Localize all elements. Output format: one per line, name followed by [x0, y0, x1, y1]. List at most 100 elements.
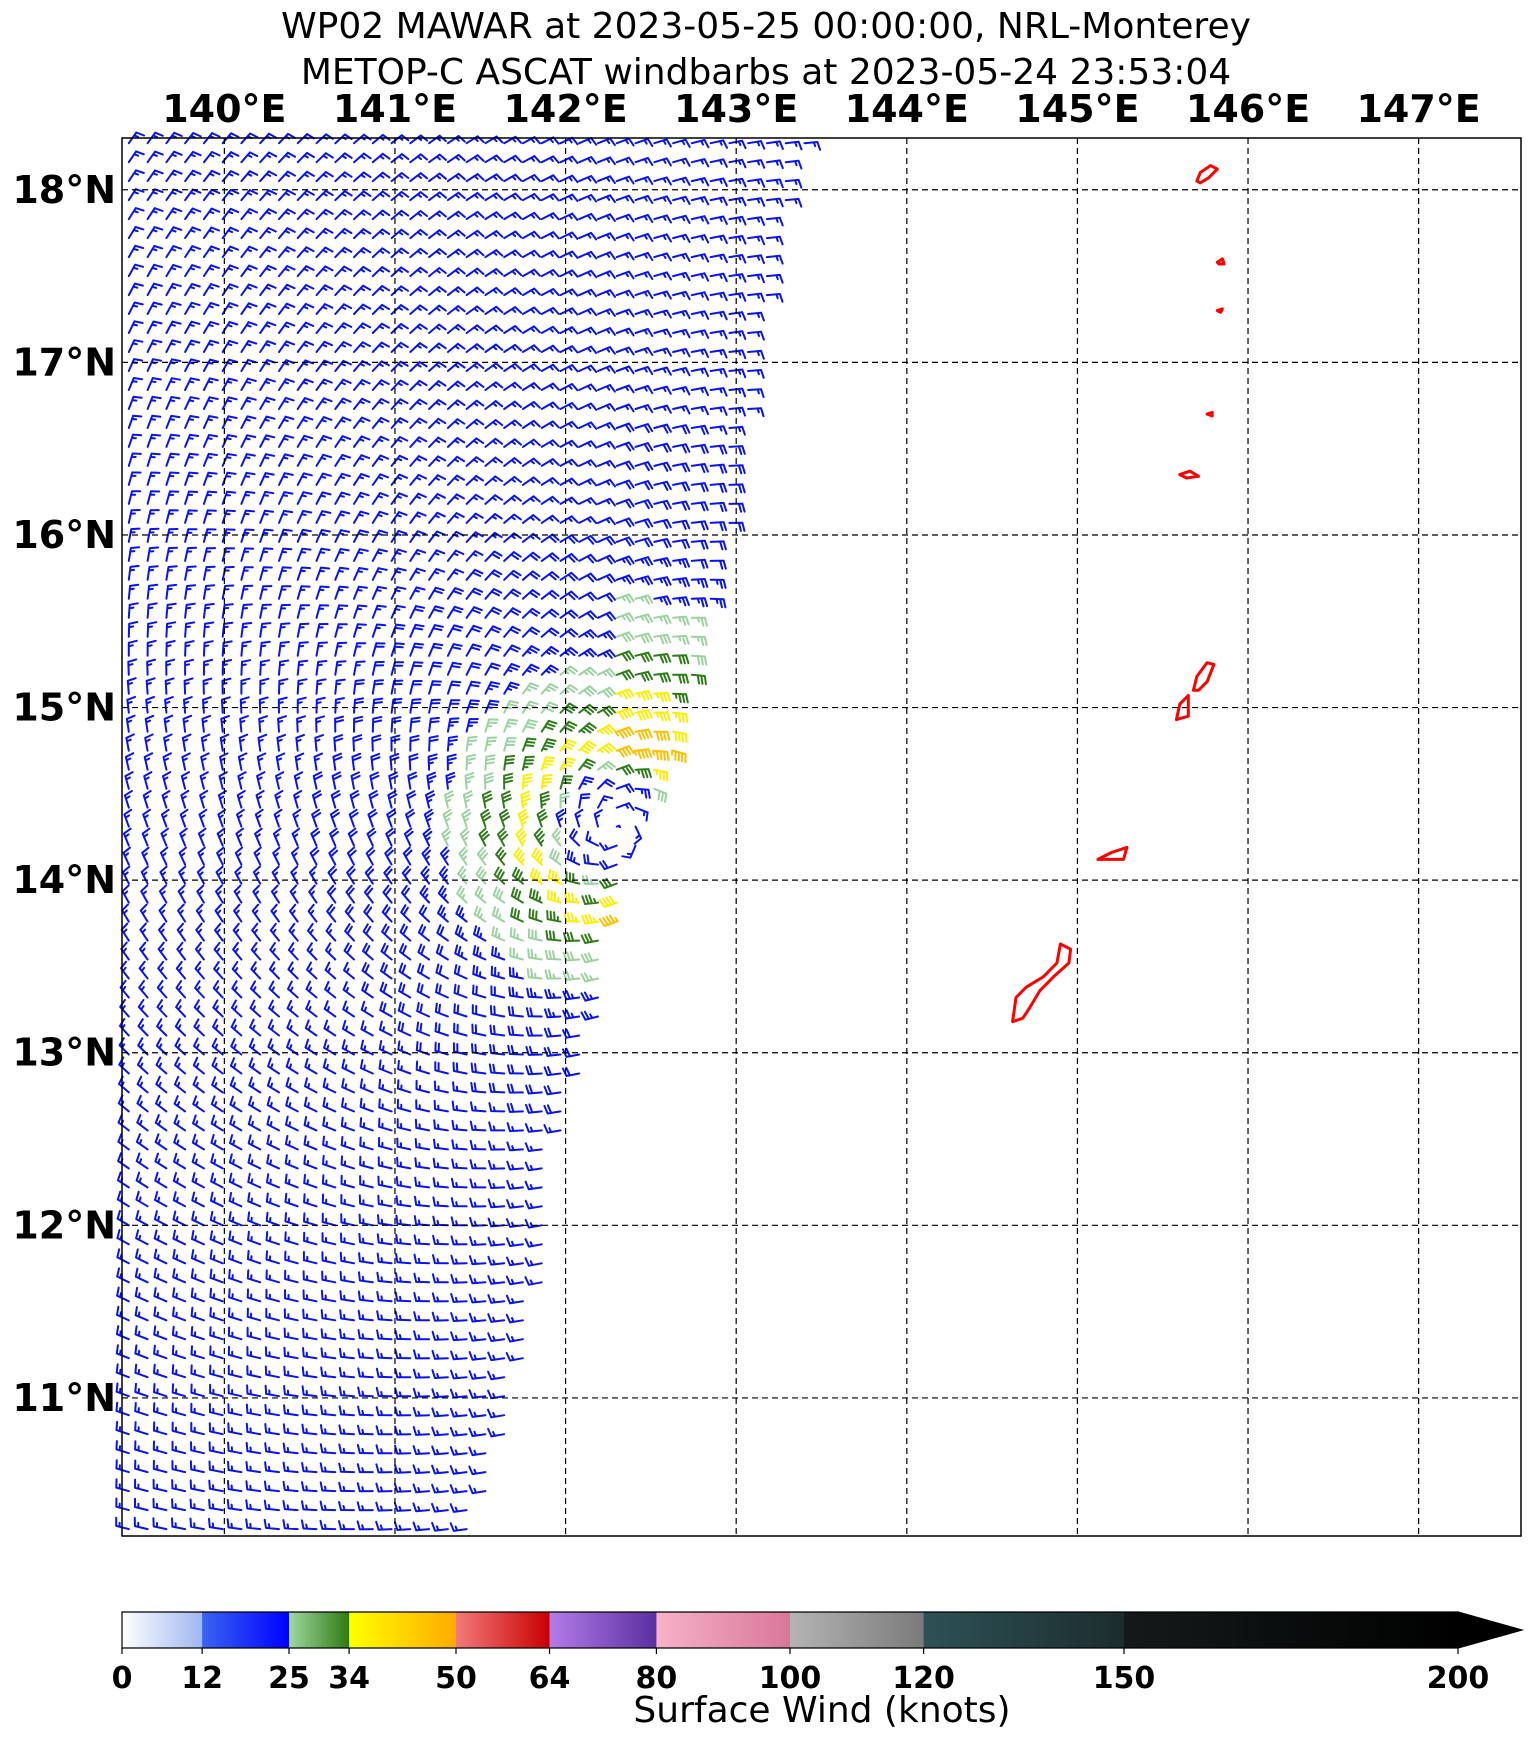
wind-barb: [368, 790, 379, 809]
colorbar-segment: [202, 1612, 290, 1648]
wind-barb: [334, 265, 353, 278]
wind-barb: [484, 643, 502, 657]
wind-barb: [155, 1056, 168, 1075]
wind-barb: [194, 960, 205, 980]
wind-barb: [465, 286, 485, 297]
wind-barb: [435, 963, 449, 980]
island-coastline: [1178, 469, 1200, 480]
colorbar-tick-label: 120: [892, 1661, 955, 1696]
wind-barb: [214, 903, 224, 923]
wind-barb: [521, 249, 541, 259]
wind-barb: [484, 437, 504, 448]
wind-barb: [221, 453, 237, 467]
wind-barb: [578, 793, 591, 809]
wind-barb: [278, 227, 296, 240]
wind-barb: [382, 884, 393, 904]
wind-barb: [127, 564, 140, 581]
wind-barb: [765, 293, 784, 303]
wind-barb: [484, 456, 503, 467]
wind-barb: [709, 196, 728, 206]
wind-barb: [134, 1325, 149, 1341]
wind-barb: [152, 1478, 168, 1493]
wind-barb: [194, 941, 205, 961]
wind-barb: [371, 398, 390, 410]
wind-barb: [390, 360, 409, 372]
wind-barb: [221, 528, 236, 543]
wind-barb: [321, 1270, 337, 1284]
wind-barb: [615, 422, 635, 433]
wind-barb: [125, 714, 136, 733]
wind-barb: [428, 399, 447, 410]
wind-barb: [465, 718, 479, 733]
wind-barb: [446, 643, 463, 657]
wind-barb: [221, 434, 238, 448]
wind-barb: [559, 458, 579, 467]
wind-barb: [171, 1479, 187, 1493]
wind-barb: [202, 603, 215, 619]
wind-barb: [446, 286, 466, 297]
wind-barb: [503, 754, 516, 771]
wind-barb: [278, 585, 292, 600]
wind-barb: [747, 140, 766, 150]
wind-barb: [747, 330, 765, 341]
wind-barb: [384, 846, 394, 866]
wind-barb: [446, 699, 461, 714]
wind-barb: [490, 965, 506, 980]
wind-barb: [559, 307, 579, 316]
wind-barb: [375, 1386, 393, 1398]
wind-barb: [315, 715, 325, 733]
wind-barb: [690, 501, 709, 512]
wind-barb: [259, 321, 277, 334]
wind-barb: [540, 231, 560, 240]
wind-barb: [446, 437, 466, 448]
wind-barb: [503, 287, 523, 297]
wind-barb: [353, 416, 371, 429]
wind-barb: [164, 696, 174, 714]
wind-barb: [672, 329, 691, 339]
wind-barb: [296, 340, 315, 353]
wind-barb: [376, 1252, 393, 1265]
wind-barb: [465, 662, 482, 676]
wind-barb: [312, 771, 323, 790]
wind-barb: [278, 151, 297, 164]
wind-barb: [221, 396, 238, 410]
wind-barb: [521, 607, 541, 619]
wind-barb: [240, 509, 255, 524]
wind-barb: [436, 924, 449, 942]
wind-barb: [259, 472, 275, 486]
wind-barb: [484, 588, 503, 600]
wind-barb: [501, 790, 512, 809]
island-coastline: [1174, 694, 1190, 722]
wind-barb: [184, 433, 200, 448]
wind-barb: [197, 846, 206, 866]
wind-barb: [127, 471, 142, 486]
wind-barb: [172, 1229, 187, 1246]
wind-barb: [672, 367, 691, 377]
wind-barb: [324, 980, 337, 999]
wind-barb: [521, 737, 537, 752]
wind-barb: [672, 214, 691, 224]
wind-barb: [138, 960, 149, 980]
wind-barb: [278, 509, 294, 524]
wind-barb: [559, 720, 578, 733]
wind-barb: [353, 660, 366, 676]
wind-barb: [432, 1254, 449, 1265]
wind-barb: [488, 1063, 506, 1075]
wind-barb: [465, 735, 478, 752]
wind-barb: [431, 1407, 449, 1418]
wind-barb: [296, 227, 315, 240]
wind-barb: [254, 808, 264, 828]
wind-barb: [340, 1174, 355, 1189]
wind-barb: [653, 290, 672, 300]
wind-barb: [506, 1179, 524, 1190]
wind-barb: [214, 922, 224, 942]
wind-barb: [116, 1248, 130, 1265]
wind-barb: [487, 1294, 506, 1304]
wind-barb: [450, 1197, 468, 1208]
wind-barb: [653, 347, 672, 357]
wind-barb: [246, 1269, 262, 1284]
wind-barb: [127, 339, 144, 353]
wind-barb: [146, 433, 162, 448]
wind-barb: [634, 271, 654, 280]
wind-barb: [282, 1461, 299, 1474]
